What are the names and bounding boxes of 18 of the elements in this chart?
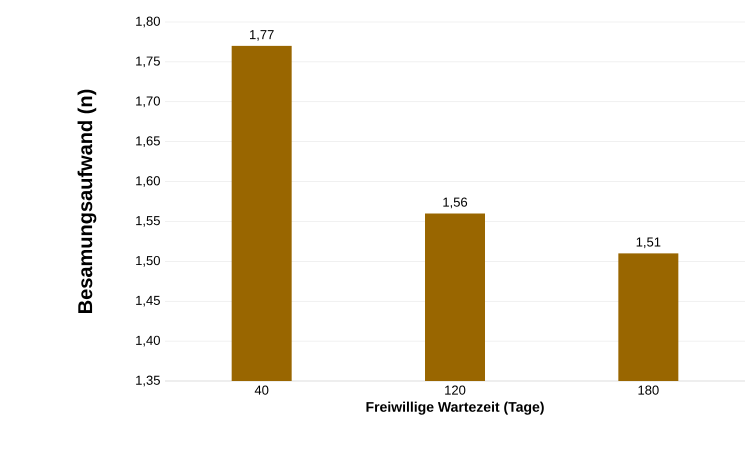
- y-tick-label: 1,80: [136, 16, 160, 28]
- y-tick-label: 1,65: [136, 136, 160, 148]
- x-axis-title: Freiwillige Wartezeit (Tage): [366, 402, 544, 415]
- y-axis-title: Besamungsaufwand (n): [78, 90, 96, 313]
- y-tick-label: 1,50: [136, 256, 160, 267]
- x-tick-label: 180: [638, 386, 659, 395]
- y-tick-label: 1,55: [136, 216, 160, 227]
- y-tick-label: 1,35: [136, 376, 160, 386]
- x-tick-label: 120: [445, 386, 466, 395]
- y-tick-label: 1,45: [136, 296, 160, 307]
- y-tick-label: 1,40: [136, 336, 160, 346]
- data-label: 1,51: [636, 238, 660, 248]
- y-tick-label: 1,70: [136, 96, 160, 108]
- data-label: 1,56: [443, 198, 468, 208]
- y-tick-label: 1,60: [136, 176, 160, 187]
- x-tick-label: 40: [254, 386, 268, 395]
- data-label: 1,77: [250, 30, 274, 41]
- y-tick-label: 1,75: [136, 56, 160, 68]
